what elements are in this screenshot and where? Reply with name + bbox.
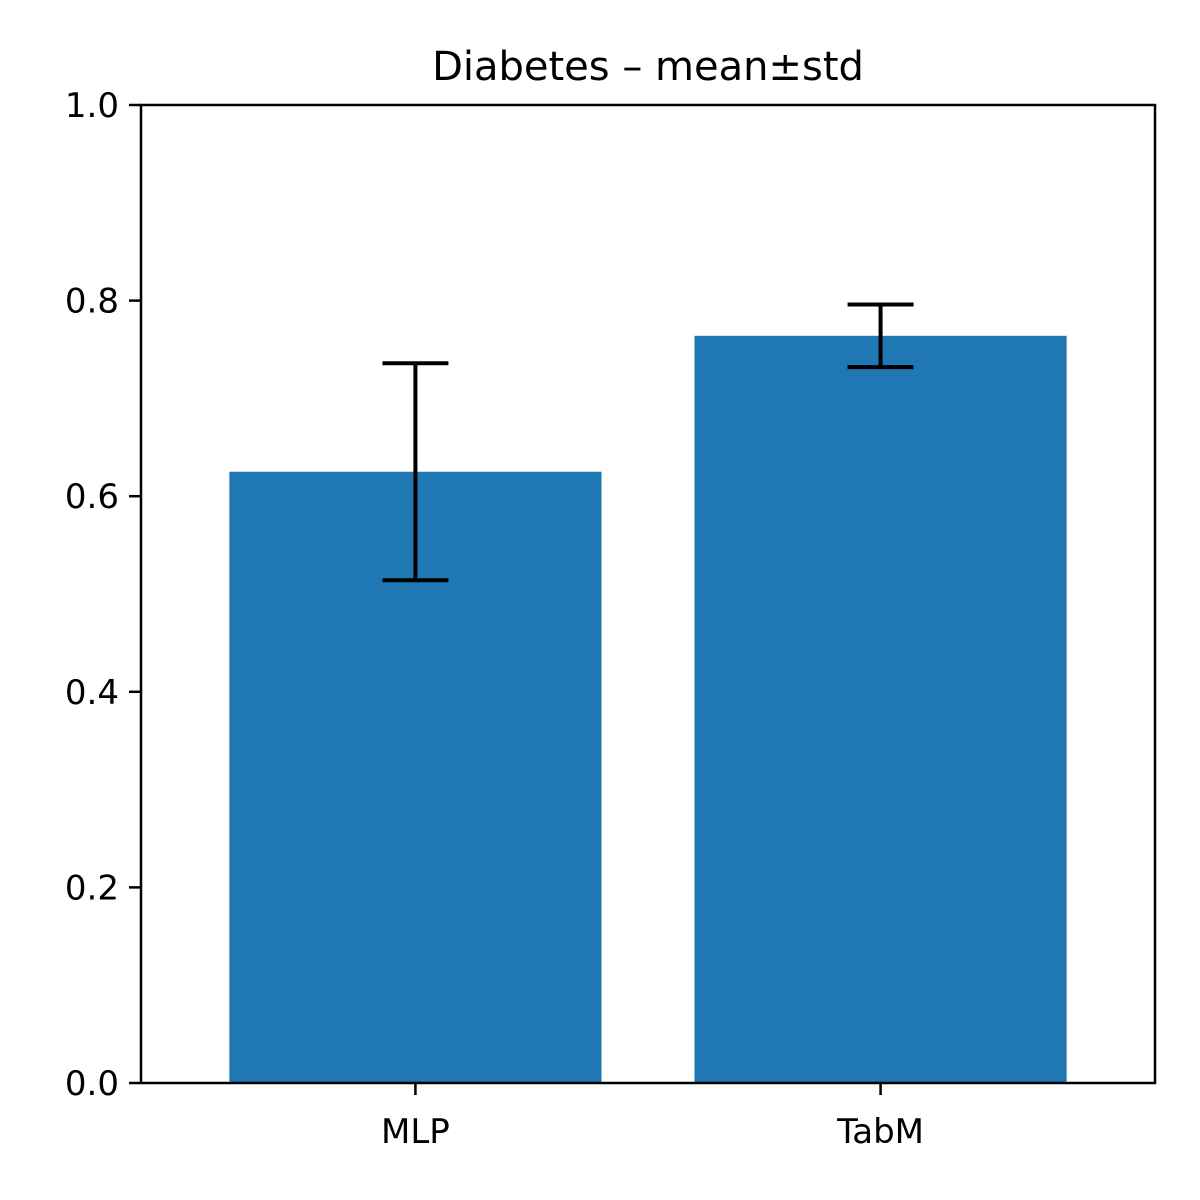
bar-tabm (694, 335, 1067, 1084)
y-tick-label: 0.6 (65, 477, 119, 517)
error-bar-tabm (847, 302, 914, 370)
error-bar-mlp (382, 361, 449, 583)
y-tick-label: 1.0 (65, 86, 119, 126)
y-tick-label: 0.4 (65, 673, 119, 713)
bars-layer (229, 335, 1067, 1084)
chart-title: Diabetes – mean±std (432, 44, 864, 90)
y-tick-label: 0.0 (65, 1064, 119, 1104)
x-tick-label-tabm: TabM (836, 1112, 924, 1152)
x-tick-label-mlp: MLP (381, 1112, 450, 1152)
y-tick-label: 0.8 (65, 282, 119, 322)
plot-frame (139, 103, 1157, 1085)
error-bars-layer (382, 302, 914, 583)
y-tick-label: 0.2 (65, 868, 119, 908)
y-axis: 0.0 0.2 0.4 0.6 0.8 1.0 (65, 86, 141, 1104)
x-axis: MLP TabM (381, 1083, 924, 1152)
